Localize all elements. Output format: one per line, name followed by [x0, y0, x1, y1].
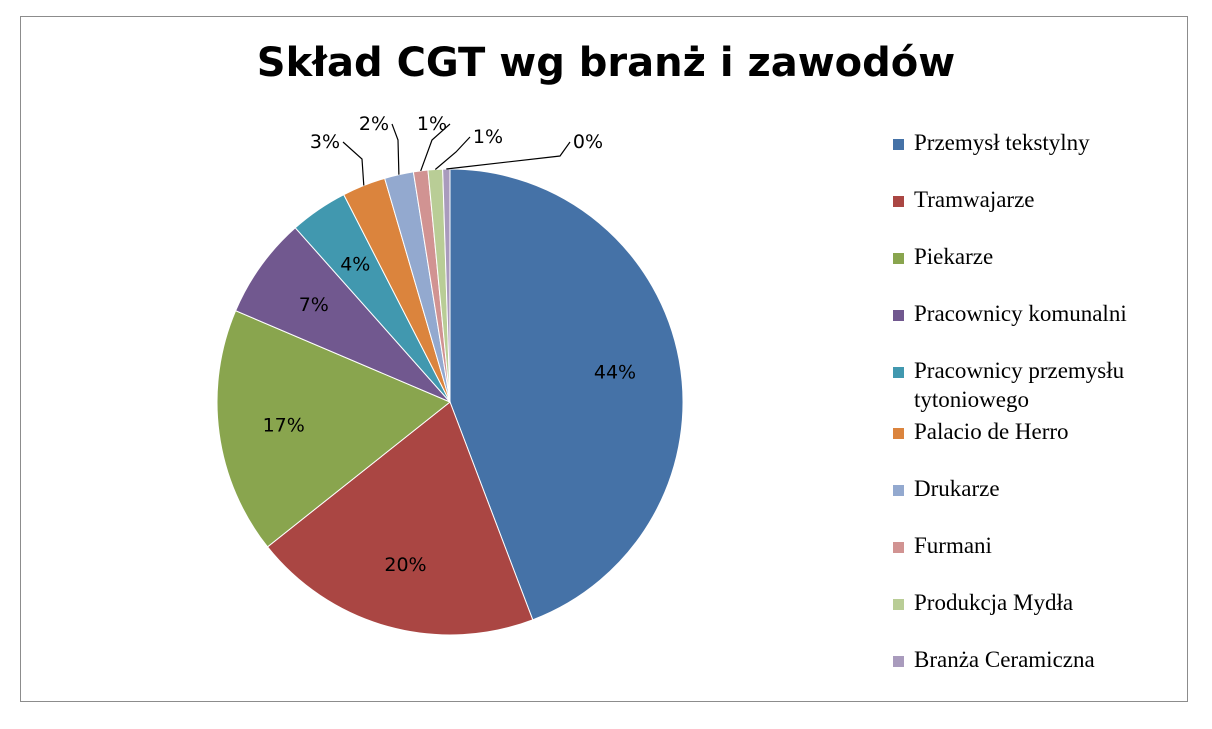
leader-line-drukarze: [391, 123, 400, 175]
legend-item-piekarze: Piekarze: [893, 242, 1183, 271]
pie-slice-tramwajarze: [266, 401, 534, 636]
pie-slice-przemys-tekstylny: [449, 168, 684, 621]
legend-swatch: [893, 367, 904, 378]
leader-line-furmani: [420, 123, 451, 172]
data-label-przemys-tekstylny: 44%: [594, 362, 636, 384]
data-label-drukarze: 2%: [359, 113, 389, 135]
leader-line-branza-ceramiczna: [446, 141, 571, 170]
chart-title: Skład CGT wg branż i zawodów: [256, 40, 956, 86]
data-label-pracownicy-komunalni: 7%: [299, 294, 329, 316]
legend-label: Pracownicy komunalni: [914, 301, 1127, 326]
legend-item-palacio-de-herro: Palacio de Herro: [893, 417, 1183, 446]
pie-slice-pracownicy-komunalni: [234, 227, 451, 403]
legend-label: Pracownicy przemysłu tytoniowego: [914, 358, 1125, 412]
data-label-pracownicy-przemys-u-tytoniowego: 4%: [340, 254, 370, 276]
legend-item-tramwajarze: Tramwajarze: [893, 185, 1183, 214]
legend-item-pracownicy-przemys-u-tytoniowego: Pracownicy przemysłu tytoniowego: [893, 356, 1183, 414]
legend-swatch: [893, 139, 904, 150]
legend-label: Palacio de Herro: [914, 419, 1069, 444]
legend-swatch: [893, 196, 904, 207]
legend-item-branza-ceramiczna: Branża Ceramiczna: [893, 645, 1183, 674]
leader-line-palacio-de-herro: [342, 141, 365, 186]
legend-label: Furmani: [914, 533, 992, 558]
leader-line-produkcja-myd-a: [434, 136, 471, 170]
legend-label: Piekarze: [914, 244, 994, 269]
legend-label: Drukarze: [914, 476, 1000, 501]
legend-item-produkcja-myd-a: Produkcja Mydła: [893, 588, 1183, 617]
legend-label: Branża Ceramiczna: [914, 647, 1095, 672]
legend-swatch: [893, 310, 904, 321]
legend-label: Produkcja Mydła: [914, 590, 1074, 615]
data-label-branza-ceramiczna: 0%: [573, 131, 603, 153]
data-label-tramwajarze: 20%: [384, 554, 426, 576]
legend-item-furmani: Furmani: [893, 531, 1183, 560]
legend-swatch: [893, 485, 904, 496]
legend-item-pracownicy-komunalni: Pracownicy komunalni: [893, 299, 1183, 328]
legend-swatch: [893, 428, 904, 439]
legend-item-drukarze: Drukarze: [893, 474, 1183, 503]
legend-label: Tramwajarze: [914, 187, 1035, 212]
data-label-piekarze: 17%: [263, 414, 305, 436]
legend-item-przemys-tekstylny: Przemysł tekstylny: [893, 128, 1183, 157]
legend-swatch: [893, 599, 904, 610]
data-label-palacio-de-herro: 3%: [310, 131, 340, 153]
legend-swatch: [893, 656, 904, 667]
legend-label: Przemysł tekstylny: [914, 130, 1090, 155]
data-label-furmani: 1%: [417, 113, 447, 135]
pie-slice-piekarze: [216, 310, 451, 548]
legend-swatch: [893, 253, 904, 264]
legend-swatch: [893, 542, 904, 553]
data-label-produkcja-myd-a: 1%: [473, 126, 503, 148]
